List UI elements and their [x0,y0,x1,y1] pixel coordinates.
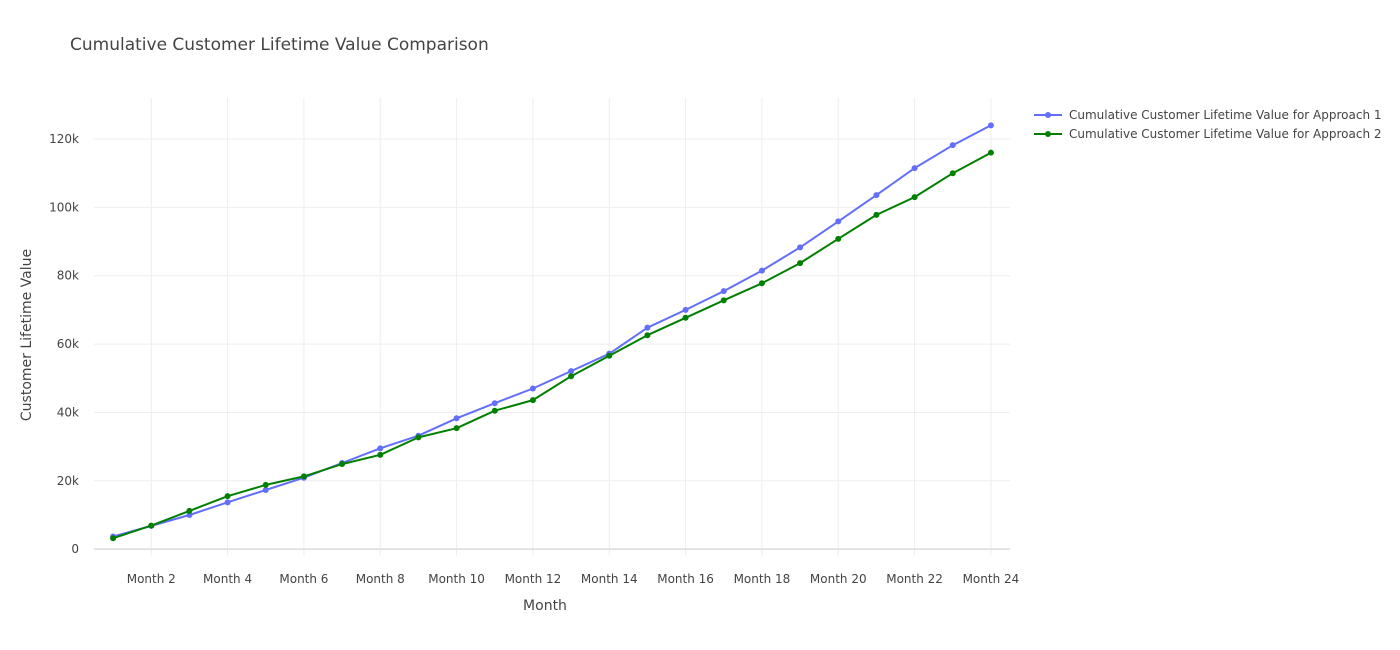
x-tick-label: Month 8 [356,572,405,586]
data-point [491,407,498,414]
x-tick-label: Month 20 [810,572,867,586]
data-point [797,260,804,267]
data-point [453,425,460,432]
x-tick-label: Month 18 [734,572,791,586]
data-point [529,397,536,404]
y-axis: 0 20k 40k 60k 80k 100k 120k [49,132,79,556]
data-point [987,149,994,156]
data-point [644,324,651,331]
data-point [339,461,346,468]
data-point [949,142,956,149]
data-point [186,507,193,514]
data-point [453,415,460,422]
y-tick-label: 100k [49,200,79,214]
legend-label: Cumulative Customer Lifetime Value for A… [1069,108,1382,122]
data-point [415,434,422,441]
data-point [949,170,956,177]
data-point [262,481,269,488]
data-point [300,473,307,480]
data-point [873,211,880,218]
x-tick-label: Month 2 [127,572,176,586]
legend-marker [1045,112,1051,118]
legend[interactable]: Cumulative Customer Lifetime Value for A… [1034,108,1382,141]
data-point [720,288,727,295]
data-point [568,368,575,375]
x-tick-label: Month 4 [203,572,252,586]
legend-label: Cumulative Customer Lifetime Value for A… [1069,127,1382,141]
data-point [835,235,842,242]
x-tick-label: Month 24 [963,572,1020,586]
plot-area [110,122,994,542]
data-point [529,385,536,392]
x-axis-title: Month [523,598,567,614]
data-point [758,267,765,274]
y-tick-label: 60k [57,337,79,351]
data-point [987,122,994,129]
series-1 [110,122,994,540]
data-point [644,332,651,339]
x-tick-label: Month 6 [279,572,328,586]
data-point [491,400,498,407]
data-point [835,218,842,225]
data-point [224,493,231,500]
data-point [148,522,155,529]
data-point [720,297,727,304]
data-point [110,535,117,542]
y-axis-title: Customer Lifetime Value [19,249,35,421]
x-axis: Month 2 Month 4 Month 6 Month 8 Month 10 Mont… [127,572,1020,586]
y-tick-label: 20k [57,474,79,488]
data-point [873,192,880,199]
data-point [186,511,193,518]
x-tick-label: Month 22 [886,572,943,586]
data-point [758,280,765,287]
x-tick-label: Month 12 [505,572,562,586]
data-point [568,373,575,380]
y-tick-label: 80k [57,269,79,283]
series-line [112,151,992,540]
y-tick-label: 40k [57,405,79,419]
data-point [911,165,918,172]
data-point [262,487,269,494]
data-point [606,352,613,359]
x-tick-label: Month 10 [428,572,485,586]
legend-item-1[interactable]: Cumulative Customer Lifetime Value for A… [1034,108,1382,122]
x-tick-label: Month 16 [657,572,714,586]
data-point [224,499,231,506]
y-tick-label: 120k [49,132,79,146]
data-point [682,314,689,321]
series-line [112,124,992,538]
legend-marker [1045,131,1051,137]
legend-item-2[interactable]: Cumulative Customer Lifetime Value for A… [1034,127,1382,141]
data-point [377,451,384,458]
data-point [911,194,918,201]
series-2 [110,149,994,542]
grid [94,98,1010,556]
data-point [797,244,804,251]
chart-title: Cumulative Customer Lifetime Value Compa… [70,35,489,55]
data-point [682,306,689,313]
x-tick-label: Month 14 [581,572,638,586]
y-tick-label: 0 [71,542,79,556]
data-point [377,445,384,452]
